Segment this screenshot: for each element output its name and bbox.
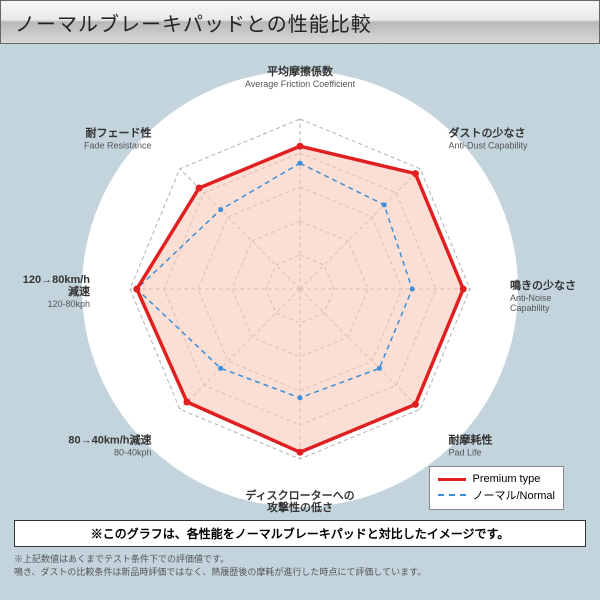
footnote-1: ※上記数値はあくまでテスト条件下での評価値です。 (14, 553, 586, 566)
axis-label: 80→40km/h減速80-40kph (68, 432, 151, 457)
legend-swatch-premium (438, 478, 466, 481)
footnotes: ※上記数値はあくまでテスト条件下での評価値です。 鳴き、ダストの比較条件は新品時… (14, 553, 586, 578)
axis-label: 鳴きの少なさAnti-NoiseCapability (510, 278, 576, 313)
svg-text:Fade Resistance: Fade Resistance (84, 141, 152, 151)
svg-text:耐フェード性: 耐フェード性 (86, 126, 152, 140)
svg-text:平均摩擦係数: 平均摩擦係数 (267, 64, 334, 78)
legend-label-normal: ノーマル/Normal (472, 487, 555, 503)
caption-box: ※このグラフは、各性能をノーマルブレーキパッドと対比したイメージです。 (14, 520, 586, 547)
svg-text:80-40kph: 80-40kph (114, 447, 152, 457)
caption-text: ※このグラフは、各性能をノーマルブレーキパッドと対比したイメージです。 (91, 527, 510, 541)
svg-text:Pad Life: Pad Life (448, 447, 481, 457)
legend-swatch-normal (438, 494, 466, 496)
axis-label: ダストの少なさAnti-Dust Capability (448, 126, 528, 151)
legend-label-premium: Premium type (472, 473, 540, 485)
legend: Premium type ノーマル/Normal (429, 466, 564, 510)
svg-text:80→40km/h減速: 80→40km/h減速 (68, 432, 151, 446)
page-title: ノーマルブレーキパッドとの性能比較 (15, 8, 372, 37)
axis-label: 耐フェード性Fade Resistance (84, 126, 152, 151)
svg-text:Capability: Capability (510, 303, 550, 313)
svg-text:耐摩耗性: 耐摩耗性 (448, 432, 492, 446)
legend-item-normal: ノーマル/Normal (438, 487, 555, 503)
svg-text:Average Friction Coefficient: Average Friction Coefficient (245, 79, 356, 89)
svg-text:攻撃性の低さ: 攻撃性の低さ (267, 500, 333, 514)
svg-text:Anti-Noise: Anti-Noise (510, 293, 552, 303)
svg-text:ダストの少なさ: ダストの少なさ (448, 126, 525, 140)
radar-chart: 平均摩擦係数Average Friction Coefficient ダストの少な… (0, 44, 600, 514)
svg-text:減速: 減速 (68, 284, 90, 298)
legend-item-premium: Premium type (438, 473, 555, 485)
title-bar: ノーマルブレーキパッドとの性能比較 (0, 0, 600, 44)
svg-text:120-80kph: 120-80kph (47, 299, 90, 309)
axis-label: ディスクローターへの攻撃性の低さDisc Life (245, 488, 354, 514)
svg-text:120→80km/h: 120→80km/h (23, 274, 91, 286)
svg-text:Anti-Dust Capability: Anti-Dust Capability (448, 141, 528, 151)
axis-label: 120→80km/h減速120-80kph (23, 274, 91, 309)
svg-text:鳴きの少なさ: 鳴きの少なさ (510, 278, 576, 292)
footnote-2: 鳴き、ダストの比較条件は新品時評価ではなく、熱履歴後の摩耗が進行した時点にて評価… (14, 566, 586, 579)
svg-text:ディスクローターへの: ディスクローターへの (245, 488, 354, 502)
axis-label: 耐摩耗性Pad Life (448, 432, 492, 457)
